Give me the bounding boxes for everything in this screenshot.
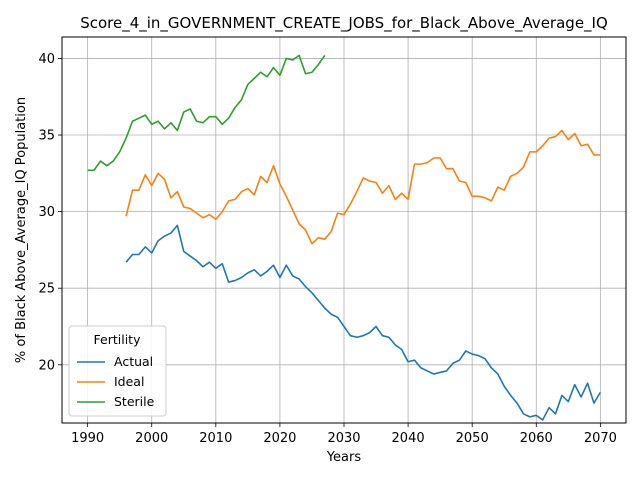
series-layer [87,54,602,421]
chart-title: Score_4_in_GOVERNMENT_CREATE_JOBS_for_Bl… [80,14,608,33]
series-line-actual [125,224,602,421]
series-line-sterile [87,54,326,172]
x-axis-label: Years [326,450,362,465]
x-tick-label: 2060 [520,431,553,446]
legend-box [68,325,167,417]
y-tick-label: 20 [38,358,55,373]
x-tick-label: 2050 [456,431,489,446]
y-axis-label: % of Black Above_Average_IQ Population [14,97,29,363]
x-tick-label: 2070 [584,431,617,446]
x-tick-label: 2030 [327,431,360,446]
x-tick-label: 2020 [263,431,296,446]
legend-label-actual: Actual [114,354,153,369]
legend-label-ideal: Ideal [114,374,144,389]
x-tick-label: 2000 [135,431,168,446]
y-axis-ticks: 20 25 30 35 40 [38,52,62,373]
legend: Fertility Actual Ideal Sterile [68,325,167,417]
y-tick-label: 35 [38,129,55,144]
legend-title: Fertility [94,332,142,347]
x-tick-label: 1990 [71,431,104,446]
series-line-ideal [125,129,601,245]
x-tick-label: 2040 [392,431,425,446]
y-tick-label: 40 [38,52,55,67]
x-tick-label: 2010 [199,431,232,446]
y-tick-label: 25 [38,282,55,297]
x-axis-ticks: 1990 2000 2010 2020 2030 2040 2050 2060 2070 [71,423,617,446]
grid-lines [62,37,626,423]
legend-label-sterile: Sterile [114,394,155,409]
y-tick-label: 30 [38,205,55,220]
